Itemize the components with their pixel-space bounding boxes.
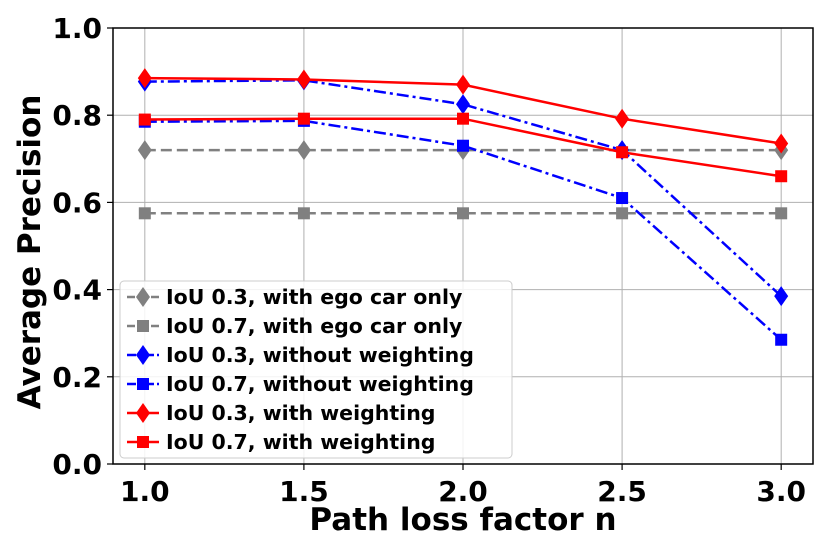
x-tick-label: 2.0 [438, 475, 488, 508]
series-6 [138, 112, 788, 183]
data-point [137, 68, 152, 89]
legend-square-marker [137, 436, 149, 448]
data-point [138, 113, 151, 126]
legend-entry: IoU 0.7, with weighting [127, 430, 435, 454]
legend-entry: IoU 0.7, without weighting [127, 372, 474, 396]
y-tick-label: 0.2 [52, 361, 102, 394]
data-point [296, 69, 311, 90]
legend-label: IoU 0.3, without weighting [166, 343, 474, 367]
data-point [457, 139, 469, 152]
x-tick-label: 2.5 [597, 475, 647, 508]
data-point [616, 146, 629, 159]
legend-diamond-marker [136, 345, 150, 365]
data-point [774, 286, 789, 307]
x-axis-label: Path loss factor n [309, 502, 616, 538]
y-tick-label: 1.0 [52, 12, 102, 45]
y-tick-label: 0.6 [52, 186, 102, 219]
data-point [456, 94, 470, 115]
legend: IoU 0.3, with ego car only IoU 0.7, with … [119, 280, 513, 459]
legend-label: IoU 0.7, without weighting [166, 372, 474, 396]
legend-label: IoU 0.3, with weighting [166, 401, 435, 425]
legend-square-marker [137, 378, 149, 390]
legend-entry: IoU 0.3, with ego car only [127, 285, 462, 309]
legend-entry: IoU 0.3, without weighting [127, 343, 474, 367]
data-point [616, 207, 629, 220]
data-point [457, 112, 469, 125]
y-tick-label: 0.0 [52, 448, 102, 481]
data-point [457, 207, 469, 220]
series-2 [138, 207, 788, 220]
data-point [774, 133, 789, 154]
series-line [144, 119, 783, 341]
legend-diamond-marker [136, 287, 150, 307]
data-point [775, 333, 788, 346]
data-point [297, 112, 310, 125]
x-tick-label: 3.0 [756, 475, 806, 508]
legend-entry: IoU 0.3, with weighting [127, 401, 435, 425]
data-point [297, 207, 310, 220]
legend-entry: IoU 0.7, with ego car only [127, 314, 462, 338]
data-point [137, 140, 152, 161]
y-axis-label: Average Precision [12, 95, 48, 410]
data-point [138, 207, 151, 220]
series-5 [137, 68, 789, 154]
legend-label: IoU 0.7, with weighting [166, 430, 435, 454]
legend-diamond-marker [136, 403, 150, 423]
x-tick-label: 1.5 [279, 475, 329, 508]
legend-square-marker [137, 320, 149, 332]
legend-label: IoU 0.7, with ego car only [166, 314, 462, 338]
data-point [616, 192, 629, 205]
data-point [456, 74, 470, 95]
x-tick-label: 1.0 [120, 475, 170, 508]
data-point [775, 207, 788, 220]
y-tick-label: 0.4 [52, 274, 102, 307]
legend-box [119, 280, 513, 459]
data-point [615, 108, 630, 129]
legend-label: IoU 0.3, with ego car only [166, 285, 462, 309]
series-line [144, 79, 783, 298]
data-point [296, 140, 311, 161]
y-tick-label: 0.8 [52, 99, 102, 132]
data-point [775, 170, 788, 183]
